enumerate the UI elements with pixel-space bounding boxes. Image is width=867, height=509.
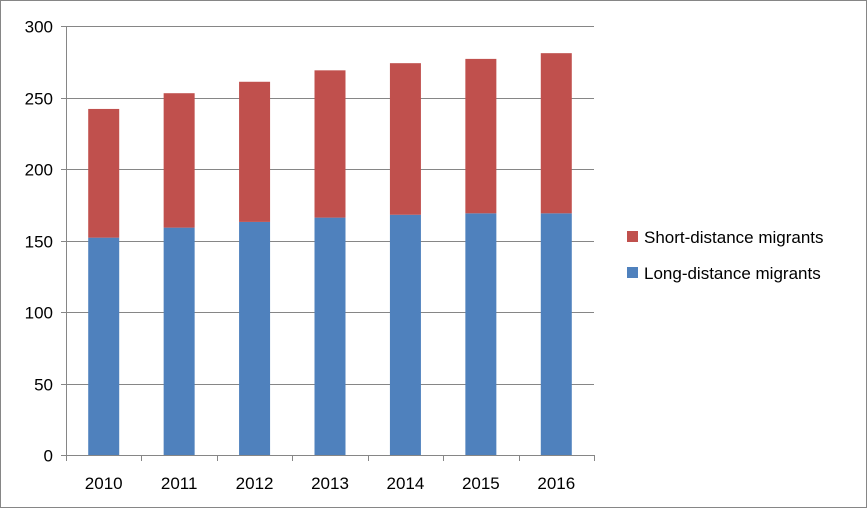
bar-short-distance-2015	[465, 58, 497, 214]
legend: Short-distance migrants Long-distance mig…	[627, 228, 824, 283]
y-tick-labels: 0 50 100 150 200 250 300	[25, 18, 53, 466]
bar-long-distance-2010	[88, 237, 120, 455]
y-tick-label: 300	[25, 18, 53, 37]
bar-short-distance-2013	[314, 70, 346, 218]
x-tick-label: 2015	[462, 474, 500, 493]
x-tick-label: 2012	[236, 474, 274, 493]
y-tick-label: 250	[25, 90, 53, 109]
bar-long-distance-2013	[314, 217, 346, 455]
bar-short-distance-2016	[540, 53, 572, 214]
bar-short-distance-2014	[389, 63, 421, 215]
bar-long-distance-2016	[540, 213, 572, 455]
bar-long-distance-2014	[389, 214, 421, 455]
x-tick-label: 2014	[387, 474, 425, 493]
x-tick-label: 2011	[161, 474, 198, 493]
legend-label-short-distance: Short-distance migrants	[644, 228, 824, 247]
axes	[61, 26, 595, 461]
y-tick-label: 200	[25, 161, 53, 180]
y-tick-label: 50	[34, 376, 53, 395]
bar-long-distance-2015	[465, 213, 497, 455]
bar-long-distance-2012	[239, 221, 271, 455]
y-tick-label: 150	[25, 233, 53, 252]
x-tick-label: 2016	[537, 474, 575, 493]
x-tick-label: 2010	[85, 474, 123, 493]
x-tick-label: 2013	[311, 474, 349, 493]
y-tick-label: 0	[44, 447, 53, 466]
bar-long-distance-2011	[163, 227, 195, 455]
legend-swatch-long-distance	[627, 267, 638, 278]
legend-swatch-short-distance	[627, 231, 638, 242]
bar-short-distance-2012	[239, 81, 271, 222]
bars	[88, 53, 572, 455]
bar-short-distance-2010	[88, 108, 120, 238]
legend-label-long-distance: Long-distance migrants	[644, 264, 821, 283]
bar-short-distance-2011	[163, 93, 195, 228]
y-tick-label: 100	[25, 304, 53, 323]
x-tick-labels: 2010 2011 2012 2013 2014 2015 2016	[85, 474, 575, 493]
